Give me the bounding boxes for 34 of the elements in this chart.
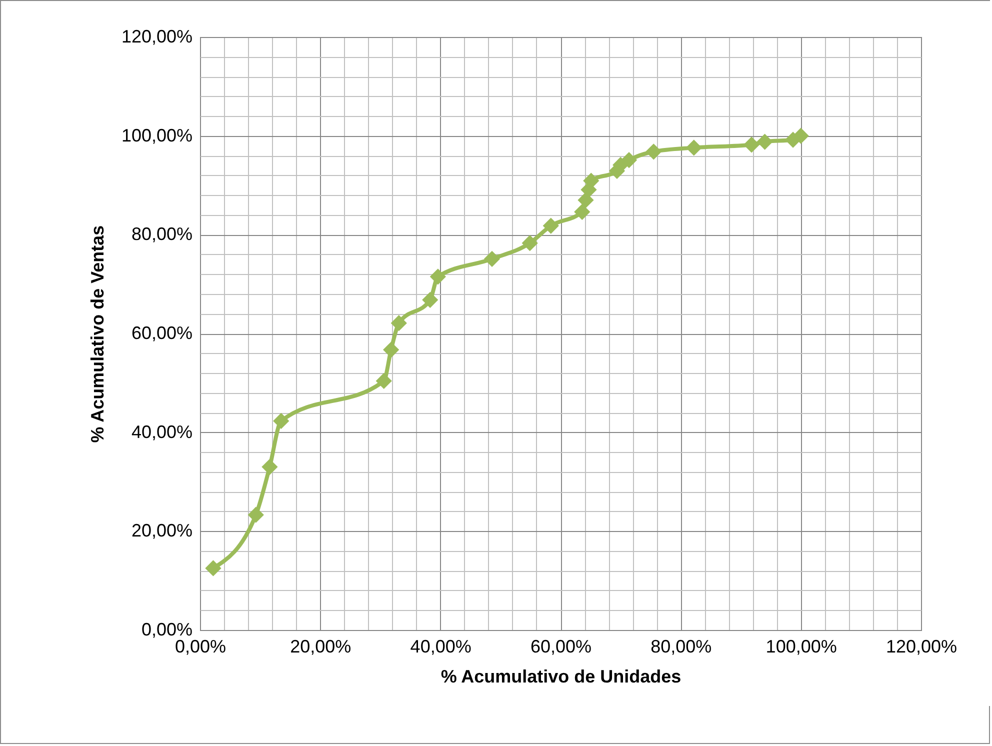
point bbox=[484, 250, 500, 267]
y-tick-label: 120,00% bbox=[121, 26, 192, 46]
point bbox=[273, 412, 290, 430]
x-tick-label: 40,00% bbox=[410, 636, 472, 656]
y-axis-title: % Acumulativo de Ventas bbox=[87, 225, 108, 443]
point bbox=[620, 152, 638, 168]
point bbox=[422, 292, 438, 308]
y-tick-label: 20,00% bbox=[131, 520, 192, 541]
point bbox=[383, 342, 400, 358]
x-tick-label: 0,00% bbox=[174, 636, 226, 656]
point bbox=[744, 136, 760, 153]
point bbox=[248, 506, 264, 523]
point bbox=[522, 235, 538, 252]
x-tick-label: 120,00% bbox=[886, 636, 958, 656]
point bbox=[205, 560, 222, 576]
x-tick-label: 100,00% bbox=[766, 636, 837, 656]
y-tick-label: 40,00% bbox=[131, 422, 192, 442]
point bbox=[390, 315, 407, 332]
point bbox=[376, 372, 392, 389]
y-tick-label: 60,00% bbox=[131, 323, 192, 343]
point bbox=[542, 218, 559, 234]
point bbox=[646, 144, 662, 160]
point bbox=[262, 458, 278, 475]
point bbox=[756, 134, 773, 150]
y-tick-label: 0,00% bbox=[141, 620, 192, 640]
y-tick-label: 80,00% bbox=[131, 224, 192, 244]
y-tick-label: 100,00% bbox=[121, 125, 192, 146]
point bbox=[686, 140, 702, 156]
x-tick-label: 80,00% bbox=[650, 636, 712, 656]
point bbox=[430, 268, 446, 285]
point bbox=[574, 204, 590, 220]
x-axis-title: % Acumulativo de Unidades bbox=[440, 666, 682, 686]
x-tick-label: 20,00% bbox=[290, 636, 352, 656]
x-tick-label: 60,00% bbox=[530, 636, 592, 656]
